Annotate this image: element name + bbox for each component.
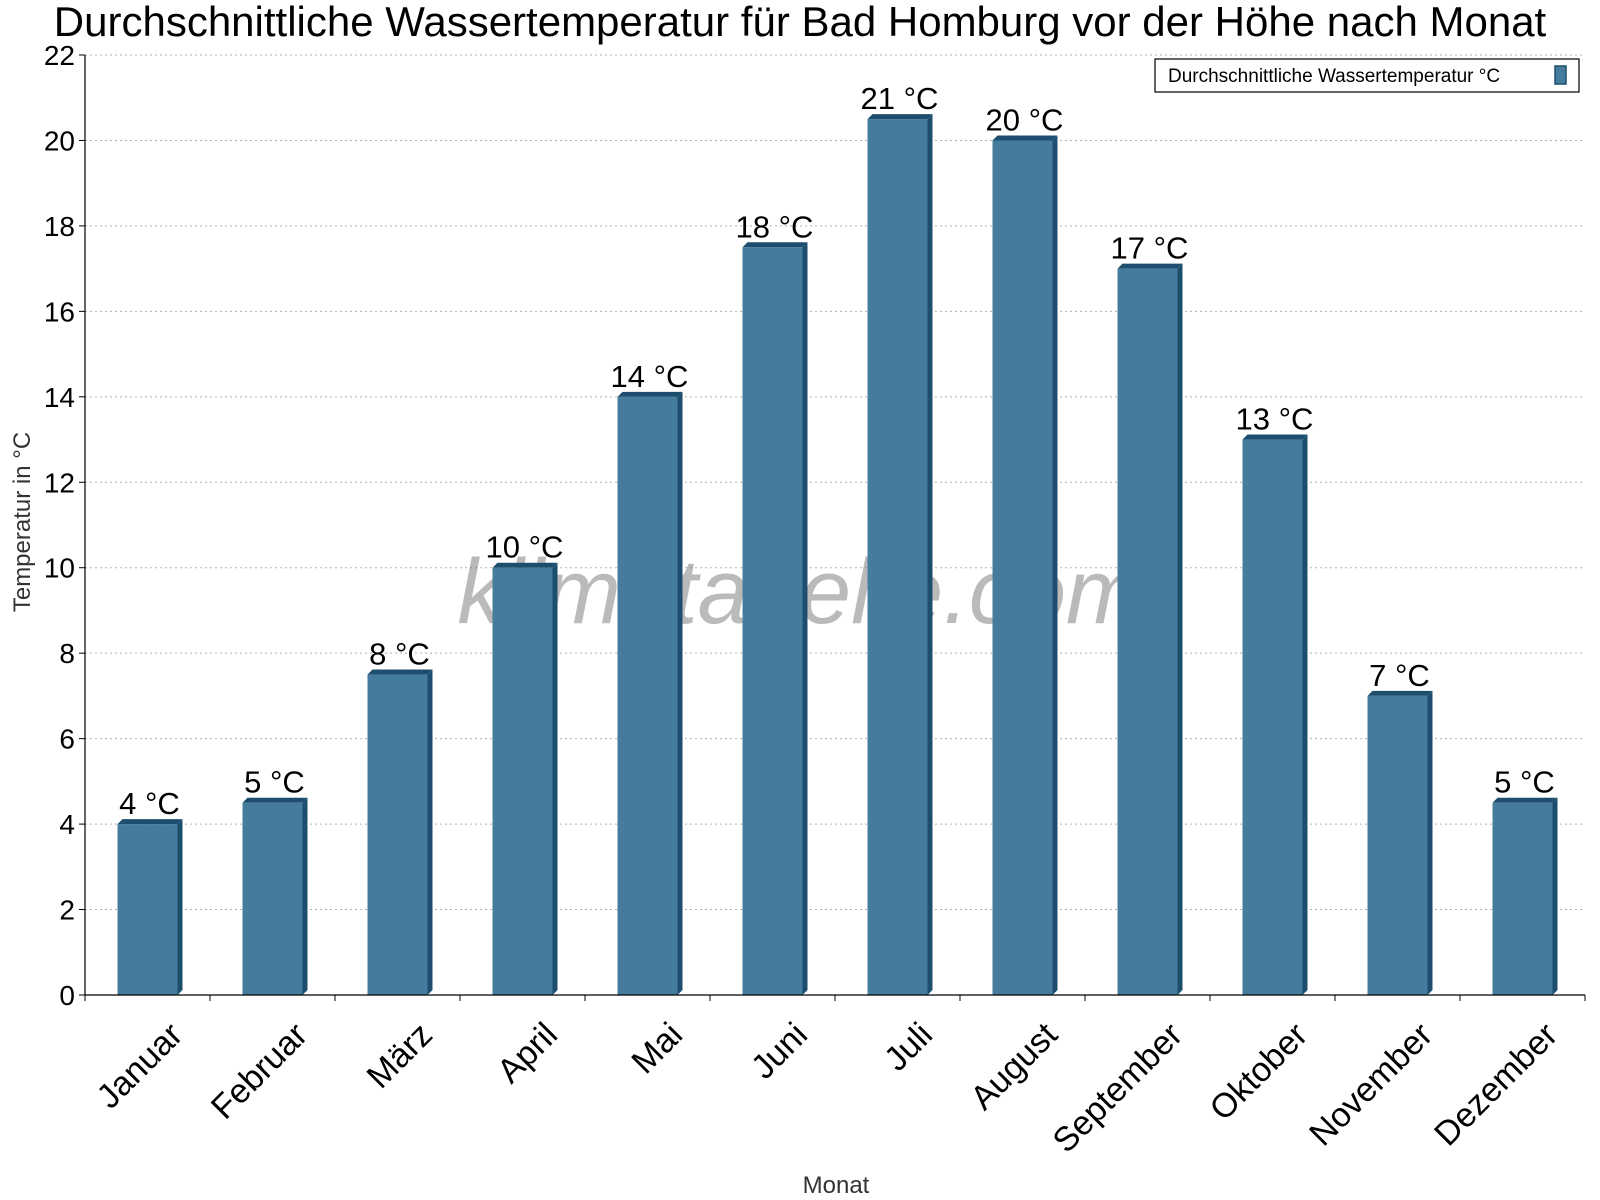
bar-side xyxy=(552,562,558,995)
bar xyxy=(117,819,183,995)
bar-side xyxy=(677,391,683,995)
bar-top xyxy=(242,797,308,803)
x-tick-label: März xyxy=(360,1016,440,1096)
bar-top xyxy=(1242,434,1308,440)
bar xyxy=(492,562,558,995)
bar xyxy=(367,669,433,995)
bar xyxy=(742,242,808,996)
data-label: 8 °C xyxy=(369,637,430,672)
x-tick-label: August xyxy=(963,1015,1065,1117)
y-tick-label: 8 xyxy=(59,638,75,669)
y-tick-label: 18 xyxy=(44,211,75,242)
x-tick-label: November xyxy=(1302,1016,1440,1154)
data-label: 14 °C xyxy=(611,359,689,394)
bar-front xyxy=(1117,268,1178,995)
bar-side xyxy=(1302,434,1308,996)
x-tick-label: Oktober xyxy=(1203,1016,1315,1128)
bar-side xyxy=(1052,135,1058,996)
bar-top xyxy=(617,391,683,397)
y-tick-label: 2 xyxy=(59,895,75,926)
data-label: 17 °C xyxy=(1111,231,1189,266)
legend: Durchschnittliche Wassertemperatur °C xyxy=(1154,58,1580,93)
y-tick-label: 16 xyxy=(44,296,75,327)
data-labels: 4 °C 5 °C 8 °C 10 °C 14 °C 18 °C 21 °C 20 °C 17 … xyxy=(119,81,1555,821)
data-label: 5 °C xyxy=(244,765,305,800)
data-label: 10 °C xyxy=(486,530,564,565)
x-tick-label: Mai xyxy=(624,1016,690,1082)
x-tick-label: Dezember xyxy=(1427,1016,1565,1154)
x-tick-label: April xyxy=(490,1016,565,1091)
bar-side xyxy=(802,242,808,996)
bar-top xyxy=(1492,797,1558,803)
bar xyxy=(1117,263,1183,995)
bar-front xyxy=(992,140,1053,996)
y-tick-label: 0 xyxy=(59,980,75,1011)
bar xyxy=(992,135,1058,996)
data-label: 7 °C xyxy=(1369,658,1430,693)
bar xyxy=(617,391,683,995)
y-tick-label: 14 xyxy=(44,382,75,413)
bar-front xyxy=(1492,802,1553,995)
x-tick-label: Juli xyxy=(877,1016,940,1079)
data-label: 21 °C xyxy=(861,81,939,116)
y-tick-label: 6 xyxy=(59,724,75,755)
x-tick-label: September xyxy=(1046,1016,1190,1160)
grid-lines xyxy=(85,54,1585,911)
bar-front xyxy=(867,119,928,995)
legend-swatch xyxy=(1554,65,1567,85)
bar-front xyxy=(242,802,303,995)
bar-top xyxy=(742,242,808,248)
bar-side xyxy=(1552,797,1558,995)
bar-side xyxy=(1427,690,1433,995)
data-label: 20 °C xyxy=(986,102,1064,137)
bar xyxy=(1367,690,1433,995)
x-tick-label: Februar xyxy=(204,1016,315,1127)
legend-box xyxy=(1154,58,1580,93)
bar-front xyxy=(367,674,428,995)
y-tick-label: 10 xyxy=(44,553,75,584)
y-tick-label: 22 xyxy=(44,40,75,71)
bar-top xyxy=(367,669,433,675)
bar-top xyxy=(1367,690,1433,696)
bar xyxy=(1492,797,1558,995)
bar-top xyxy=(117,819,183,825)
chart-title: Durchschnittliche Wassertemperatur für B… xyxy=(53,0,1547,45)
bar-top xyxy=(1117,263,1183,269)
bar-side xyxy=(927,114,933,995)
bar-top xyxy=(992,135,1058,141)
bar-side xyxy=(427,669,433,995)
bar xyxy=(1242,434,1308,996)
bar xyxy=(242,797,308,995)
bar-top xyxy=(492,562,558,568)
data-label: 4 °C xyxy=(119,786,180,821)
data-label: 5 °C xyxy=(1494,765,1555,800)
bar xyxy=(867,114,933,995)
bar-side xyxy=(1177,263,1183,995)
bar-side xyxy=(302,797,308,995)
x-tick-label: Juni xyxy=(744,1016,815,1087)
bar-front xyxy=(1242,439,1303,996)
y-tick-label: 20 xyxy=(44,125,75,156)
bar-front xyxy=(492,567,553,995)
bars xyxy=(117,114,1558,996)
data-label: 18 °C xyxy=(736,209,814,244)
y-axis-title: Temperatur in °C xyxy=(9,432,36,612)
bar-side xyxy=(177,819,183,995)
bar-top xyxy=(867,114,933,120)
data-label: 13 °C xyxy=(1236,402,1314,437)
x-axis-title: Monat xyxy=(803,1172,870,1199)
y-tick-label: 4 xyxy=(59,809,75,840)
bar-front xyxy=(617,396,678,995)
y-tick-label: 12 xyxy=(44,467,75,498)
legend-label: Durchschnittliche Wassertemperatur °C xyxy=(1168,66,1500,87)
x-tick-label: Januar xyxy=(90,1016,190,1116)
bar-front xyxy=(1367,695,1428,995)
bar-front xyxy=(117,824,178,995)
bar-front xyxy=(742,247,803,996)
